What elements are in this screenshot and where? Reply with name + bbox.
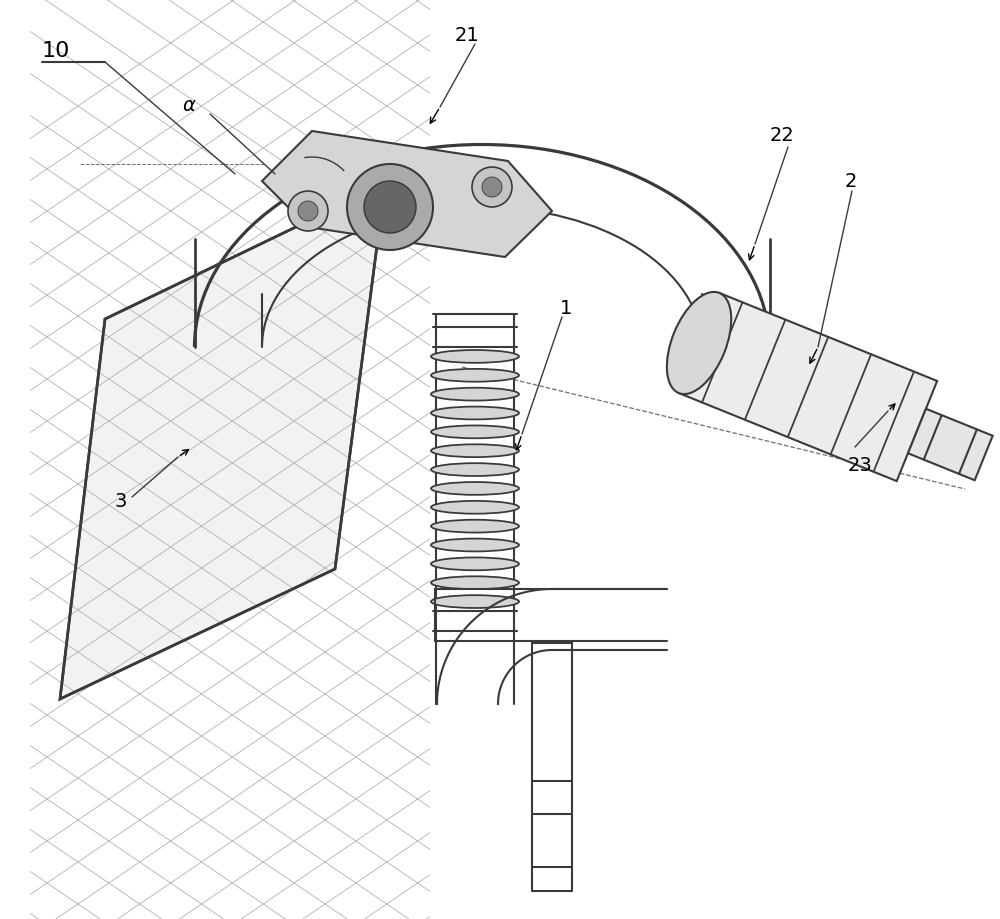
Text: 22: 22 (770, 126, 795, 145)
Ellipse shape (431, 369, 519, 381)
Ellipse shape (431, 520, 519, 532)
Ellipse shape (431, 444, 519, 457)
Ellipse shape (431, 501, 519, 514)
Polygon shape (679, 293, 937, 481)
Ellipse shape (431, 463, 519, 476)
Text: 10: 10 (42, 41, 70, 61)
Text: 1: 1 (560, 299, 572, 318)
Ellipse shape (431, 350, 519, 363)
Ellipse shape (431, 482, 519, 494)
Ellipse shape (431, 539, 519, 551)
Text: 3: 3 (115, 492, 127, 511)
Circle shape (364, 181, 416, 233)
Text: α: α (182, 96, 195, 115)
Ellipse shape (667, 292, 731, 394)
Ellipse shape (431, 425, 519, 438)
Circle shape (482, 177, 502, 197)
Ellipse shape (431, 558, 519, 571)
Ellipse shape (431, 388, 519, 401)
Circle shape (288, 191, 328, 231)
Circle shape (298, 201, 318, 221)
Text: 2: 2 (845, 172, 857, 191)
Text: 21: 21 (455, 26, 480, 45)
Ellipse shape (431, 576, 519, 589)
Polygon shape (262, 131, 552, 257)
Circle shape (472, 167, 512, 207)
Ellipse shape (431, 406, 519, 419)
Ellipse shape (431, 596, 519, 608)
Polygon shape (60, 184, 385, 699)
Text: 23: 23 (848, 456, 873, 475)
Circle shape (347, 164, 433, 250)
Polygon shape (908, 409, 993, 481)
